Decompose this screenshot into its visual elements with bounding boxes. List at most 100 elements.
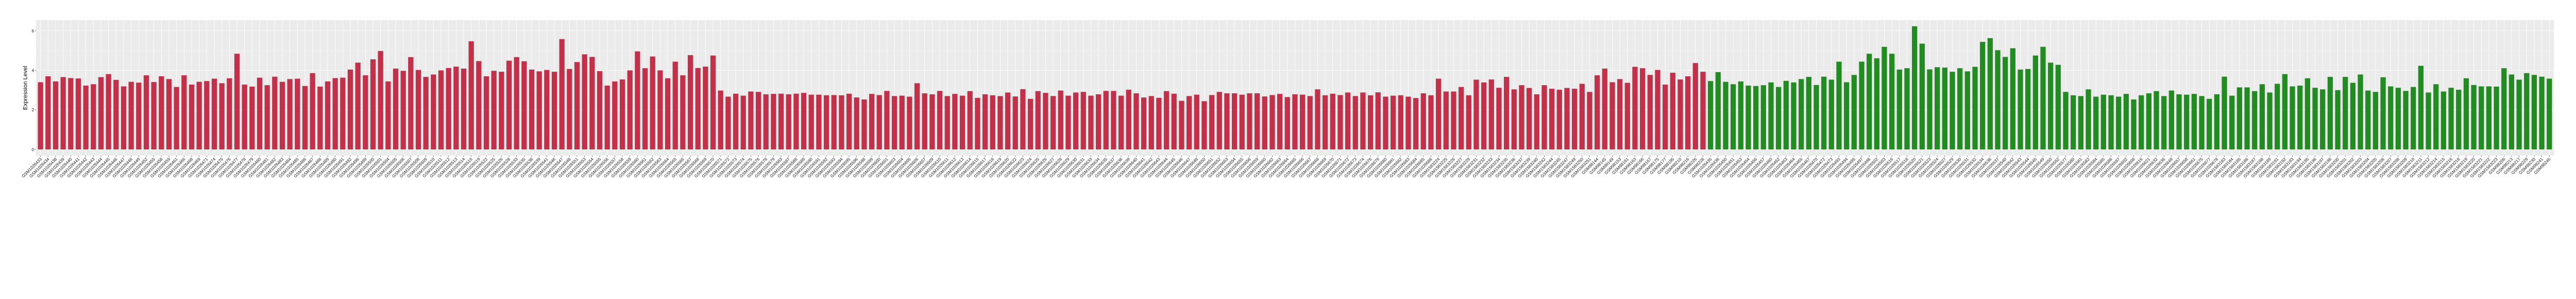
bar-GSM1026476 (227, 78, 232, 150)
bar-GSM1026448 (128, 81, 134, 150)
bar-GSM1026583 (778, 93, 784, 150)
bar-GSM1026487 (310, 73, 315, 150)
bar-GSM1026607 (922, 93, 927, 150)
bar-GSM1026592 (823, 95, 829, 150)
bar-GSM1026652 (1216, 92, 1222, 150)
bar-GSM98213 (2509, 74, 2515, 150)
bar-GSM1026464 (1791, 82, 1797, 150)
bar-GSM1583220 (2471, 85, 2477, 150)
bar-GSM1583208 (2395, 88, 2401, 150)
bar-GSM1026474 (211, 78, 217, 150)
bar-GSM1026559 (627, 70, 633, 150)
bar-GSM1026496 (355, 62, 361, 150)
bar-GSM1026606 (914, 83, 920, 150)
bar-GSM1026609 (929, 94, 935, 150)
bar-GSM1026665 (1292, 94, 1298, 150)
bar-GSM1026644 (1163, 91, 1170, 150)
bar-GSM1026631 (1080, 92, 1086, 150)
bar-GSM1583200 (2335, 90, 2341, 150)
bar-GSM1026457 (1760, 85, 1766, 150)
bar-GSM1026547 (559, 39, 565, 150)
bar-GSM1026605 (907, 96, 912, 150)
bar-GSM1026560 (635, 51, 640, 150)
bar-GSM98145 (1602, 69, 1607, 150)
bar-GSM1583242 (1541, 85, 1547, 150)
bar-GSM1026553 (582, 54, 587, 150)
bar-GSM1026519 (476, 61, 482, 150)
bar-GSM1026548 (567, 69, 572, 150)
bar-GSM1026614 (967, 91, 973, 150)
bar-GSM1026620 (1005, 92, 1011, 150)
bar-GSM1026596 (854, 97, 859, 150)
bar-GSM1026654 (1231, 93, 1238, 150)
bar-GSM1026534 (1980, 42, 1986, 150)
bar-GSM1583224 (1435, 78, 1442, 150)
bar-GSM1026602 (2123, 94, 2129, 150)
bar-GSM1026480 (257, 77, 263, 150)
bar-GSM98245 (2547, 78, 2552, 150)
bar-GSM1026610 (937, 91, 943, 150)
bar-GSM1583205 (2372, 92, 2379, 150)
bar-GSM1026552 (2055, 64, 2061, 150)
bar-GSM1583191 (2275, 84, 2280, 150)
bar-GSM1026498 (1867, 54, 1872, 150)
bar-GSM1026516 (1889, 54, 1895, 150)
bar-GSM1026486 (302, 86, 308, 150)
bar-GSM98195 (1670, 73, 1675, 150)
bar-GSM1026468 (189, 85, 195, 150)
bar-GSM1026565 (672, 61, 678, 150)
bar-GSM1026504 (385, 81, 391, 150)
bar-GSM1026556 (604, 86, 610, 150)
bar-GSM98166 (1640, 68, 1646, 150)
bar-GSM1583244 (1549, 89, 1555, 150)
bars (38, 26, 2552, 150)
bar-GSM1026656 (1247, 93, 1252, 150)
bar-GSM98167 (1647, 75, 1653, 150)
bar-GSM1026546 (551, 72, 557, 150)
bar-GSM1026661 (2191, 94, 2197, 150)
bar-GSM1026678 (2214, 94, 2220, 150)
bar-GSM98163 (1632, 67, 1638, 150)
bar-GSM1026434 (45, 76, 51, 150)
bar-GSM1583231 (1473, 79, 1479, 150)
bar-GSM98228 (1700, 72, 1706, 150)
bar-GSM1026488 (317, 86, 323, 150)
bar-GSM1026672 (1345, 92, 1351, 150)
bar-GSM1026601 (884, 91, 890, 150)
bar-GSM1026462 (1776, 87, 1782, 150)
expression-bar-chart: 0 2 4 6 GSM1026433GSM1026434GSM1026438GSM10… (21, 20, 2554, 179)
bar-GSM1026458 (159, 76, 164, 150)
bar-GSM98149 (1609, 82, 1615, 150)
bar-GSM98229 (2524, 73, 2530, 150)
bar-GSM1026599 (869, 94, 875, 150)
bar-GSM1026435 (1708, 81, 1714, 150)
bar-GSM1026441 (75, 78, 81, 150)
bar-GSM1026490 (332, 78, 338, 150)
bar-GSM1026686 (1428, 95, 1434, 150)
bar-GSM1026495 (1851, 75, 1857, 150)
bar-GSM1026625 (1035, 91, 1041, 150)
bar-GSM1026642 (1148, 96, 1154, 150)
bar-GSM98177 (1663, 85, 1668, 150)
bar-GSM1026663 (1277, 94, 1283, 150)
bar-GSM1583196 (2312, 88, 2318, 150)
bar-GSM1026615 (975, 97, 980, 150)
bar-GSM1026684 (1413, 98, 1419, 150)
bar-GSM1026471 (204, 81, 210, 150)
bar-GSM1583218 (2456, 90, 2462, 150)
bar-GSM1026545 (2032, 55, 2038, 150)
bar-GSM1583226 (1451, 91, 1456, 150)
bar-GSM98216 (1685, 76, 1691, 150)
bar-GSM1026626 (1043, 93, 1048, 150)
bar-GSM98161 (1624, 82, 1630, 150)
bar-GSM1026502 (1874, 58, 1879, 150)
bar-GSM1026463 (1783, 80, 1789, 150)
bar-GSM1026578 (763, 94, 769, 150)
bar-GSM1026612 (952, 94, 958, 150)
bar-GSM1026681 (1390, 95, 1396, 150)
bar-GSM1026572 (725, 96, 731, 150)
bar-GSM1026586 (2108, 95, 2114, 150)
bar-GSM1026639 (1126, 90, 1131, 150)
bar-GSM98144 (1595, 75, 1600, 150)
bar-GSM1026549 (2040, 46, 2046, 150)
